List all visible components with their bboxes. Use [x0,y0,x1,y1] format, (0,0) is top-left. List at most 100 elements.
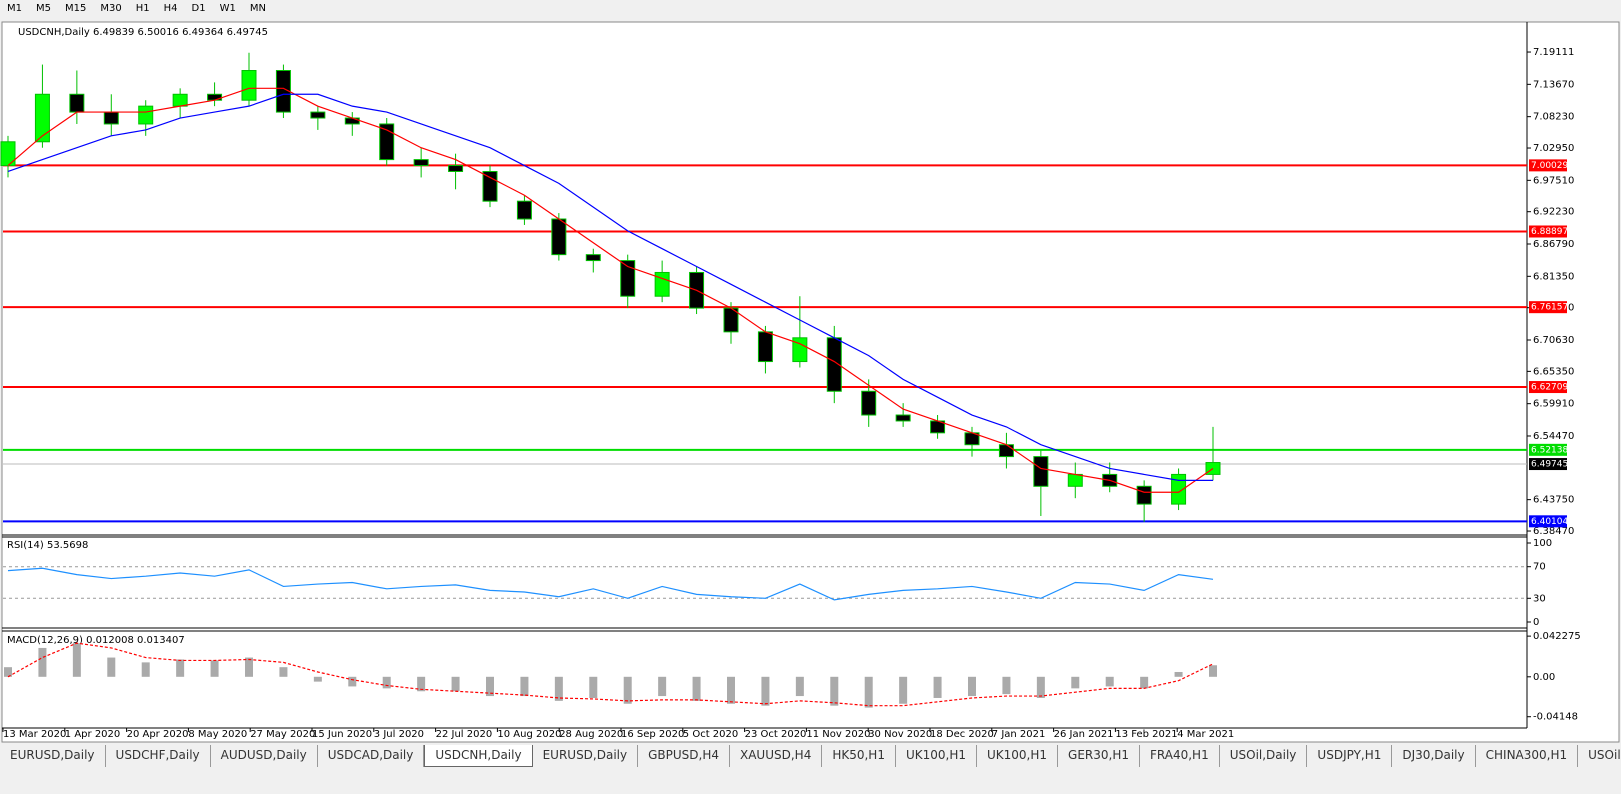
chart-tab[interactable]: USDCAD,Daily [318,745,425,767]
candle-body [792,337,808,363]
candle-body [551,218,567,256]
timeframe-button[interactable]: M30 [100,3,122,14]
x-tick-label: 8 May 2020 [188,729,247,740]
y-tick-label: 6.92230 [1533,207,1574,218]
macd-bar [968,676,976,697]
chart-tab[interactable]: USOil,Daily [1220,745,1308,767]
chart-tab[interactable]: GBPUSD,H4 [638,745,730,767]
candle-body [757,331,773,363]
chart-frame [1,21,1620,743]
macd-bar [761,676,770,706]
chart-tab[interactable]: AUDUSD,Daily [211,745,318,767]
x-tick-label: 3 Jul 2020 [374,729,424,740]
candle-body [379,123,395,161]
timeframe-button[interactable]: D1 [191,3,206,14]
macd-bar [38,647,47,677]
candle-body [585,254,601,262]
chart-tab[interactable]: USDJPY,H1 [1307,745,1393,767]
macd-bar [313,676,322,682]
chart-tab[interactable]: CHINA300,H1 [1476,745,1579,767]
candle-body [1033,456,1049,487]
chart-tab[interactable]: XAUUSD,H4 [730,745,823,767]
chart-tab[interactable]: FRA40,H1 [1140,745,1220,767]
chart-tab[interactable]: EURUSD,Daily [533,745,639,767]
y-tick-label: 6.86790 [1533,239,1574,250]
current-price-box [1529,458,1567,471]
y-tick-label: 6.59910 [1533,399,1574,410]
candle-body [1136,485,1152,505]
level-label-box [1529,381,1567,394]
candle-body [620,260,636,297]
candle-body [861,390,877,416]
chart-tab[interactable]: GER30,H1 [1058,745,1140,767]
chart-tab[interactable]: EURUSD,Daily [0,745,106,767]
y-tick-label: 6.97510 [1533,175,1574,186]
candle-body [516,200,532,220]
macd-bar [933,676,942,698]
level-label-box [1529,159,1567,172]
chart-tab[interactable]: DJ30,Daily [1392,745,1476,767]
macd-header: MACD(12,26,9) 0.012008 0.013407 [7,635,185,646]
x-tick-label: 22 Jul 2020 [436,729,493,740]
y-tick-label: 7.13670 [1533,79,1574,90]
timeframe-button[interactable]: H1 [135,3,150,14]
candle-body [138,105,154,125]
candle-body [998,444,1014,458]
x-tick-label: 26 Jan 2021 [1054,729,1114,740]
chart-tab[interactable]: USOil, [1578,745,1621,767]
y-tick-label: -0.04148 [1533,712,1578,723]
y-tick-label: 6.54470 [1533,431,1574,442]
macd-bar [141,662,150,677]
macd-bar [692,676,701,701]
x-tick-label: 13 Feb 2021 [1115,729,1177,740]
ma-slow-line [7,93,1213,481]
candle-body [241,70,257,101]
candle-body [103,111,119,125]
chart-tab[interactable]: UK100,H1 [896,745,977,767]
macd-bar [830,676,839,706]
x-tick-label: 4 Mar 2021 [1177,729,1234,740]
chart-tab[interactable]: UK100,H1 [977,745,1059,767]
x-tick-label: 27 May 2020 [250,729,315,740]
ma-fast-line [7,87,1214,493]
timeframe-button[interactable]: M5 [36,3,51,14]
chart-tab[interactable]: USDCNH,Daily [424,745,533,767]
macd-bar [1071,676,1080,689]
macd-bar [899,676,908,704]
level-label: 7.00029 [1531,161,1568,171]
tab-bar: EURUSD,Daily USDCHF,Daily AUDUSD,Daily USDC… [0,745,1621,767]
macd-bar [1002,676,1011,695]
level-label-box [1529,301,1567,314]
timeframe-button[interactable]: H4 [163,3,178,14]
macd-bar [348,676,357,687]
timeframe-button[interactable]: M15 [65,3,87,14]
rsi-header: RSI(14) 53.5698 [7,540,88,551]
x-tick-label: 15 Jun 2020 [312,729,372,740]
y-tick-label: 30 [1533,593,1546,604]
candle-body [34,93,50,143]
chart-tab[interactable]: HK50,H1 [822,745,896,767]
candle-body [448,165,464,172]
x-tick-label: 23 Oct 2020 [745,729,807,740]
candle-body [413,159,429,167]
level-label: 6.62709 [1531,383,1568,393]
y-tick-label: 70 [1533,562,1546,573]
macd-bar [486,676,494,697]
candle-body [1171,473,1187,505]
y-tick-label: 6.43750 [1533,495,1574,506]
y-tick-label: 6.65350 [1533,366,1574,377]
chart-tab[interactable]: USDCHF,Daily [106,745,211,767]
x-tick-label: 11 Nov 2020 [806,729,870,740]
timeframe-button[interactable]: M1 [7,3,22,14]
level-label: 6.76157 [1531,303,1568,313]
current-price-label: 6.49745 [1531,460,1568,470]
macd-bar [245,657,253,677]
candle-body [1067,473,1083,487]
y-tick-label: 0 [1533,617,1539,628]
macd-bar [520,676,529,697]
timeframe-button[interactable]: W1 [219,3,236,14]
y-tick-label: 7.02950 [1533,143,1574,154]
macd-bar [1036,676,1045,698]
x-tick-label: 16 Sep 2020 [621,729,684,740]
timeframe-button[interactable]: MN [249,3,266,14]
